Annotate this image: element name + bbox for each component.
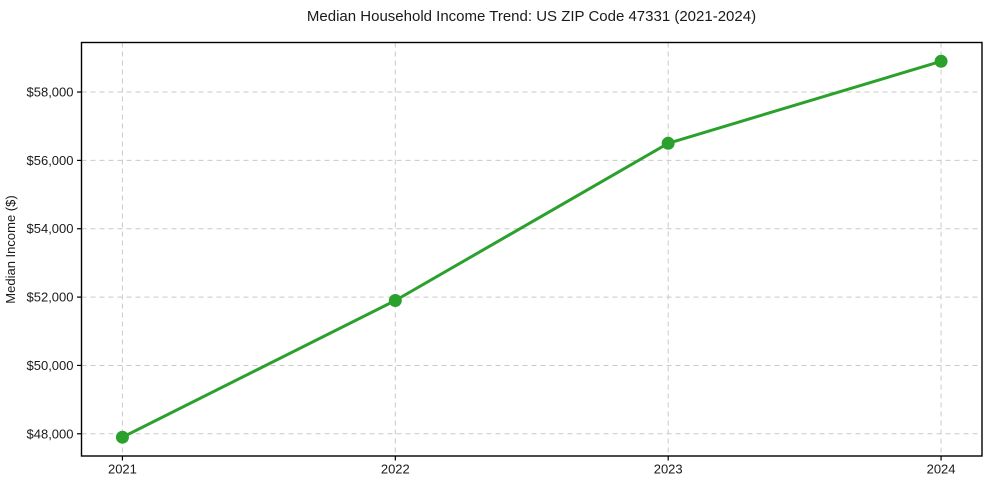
y-tick-label: $56,000 xyxy=(27,153,74,168)
x-tick-label: 2023 xyxy=(654,462,683,477)
y-tick-label: $50,000 xyxy=(27,358,74,373)
data-point-marker-2024 xyxy=(934,54,948,68)
series-layer xyxy=(115,54,948,444)
axis-layer: 2021 2022 2023 2024 $48,000 $50,000 $52,000 $54… xyxy=(27,41,983,477)
data-point-marker-2022 xyxy=(388,294,402,308)
x-tick-label: 2024 xyxy=(927,462,956,477)
trend-line xyxy=(120,59,943,439)
x-tick-label: 2021 xyxy=(108,462,137,477)
y-tick-label: $54,000 xyxy=(27,221,74,236)
data-point-marker-2023 xyxy=(661,136,675,150)
chart-title: Median Household Income Trend: US ZIP Co… xyxy=(307,8,756,25)
y-tick-label: $48,000 xyxy=(27,426,74,441)
plot-border xyxy=(80,41,983,457)
y-axis-title: Median Income ($) xyxy=(3,195,18,303)
y-tick-label: $52,000 xyxy=(27,290,74,305)
y-tick-label: $58,000 xyxy=(27,85,74,100)
x-tick-label: 2022 xyxy=(381,462,410,477)
data-point-marker-2021 xyxy=(115,430,129,444)
grid-layer xyxy=(81,42,982,456)
